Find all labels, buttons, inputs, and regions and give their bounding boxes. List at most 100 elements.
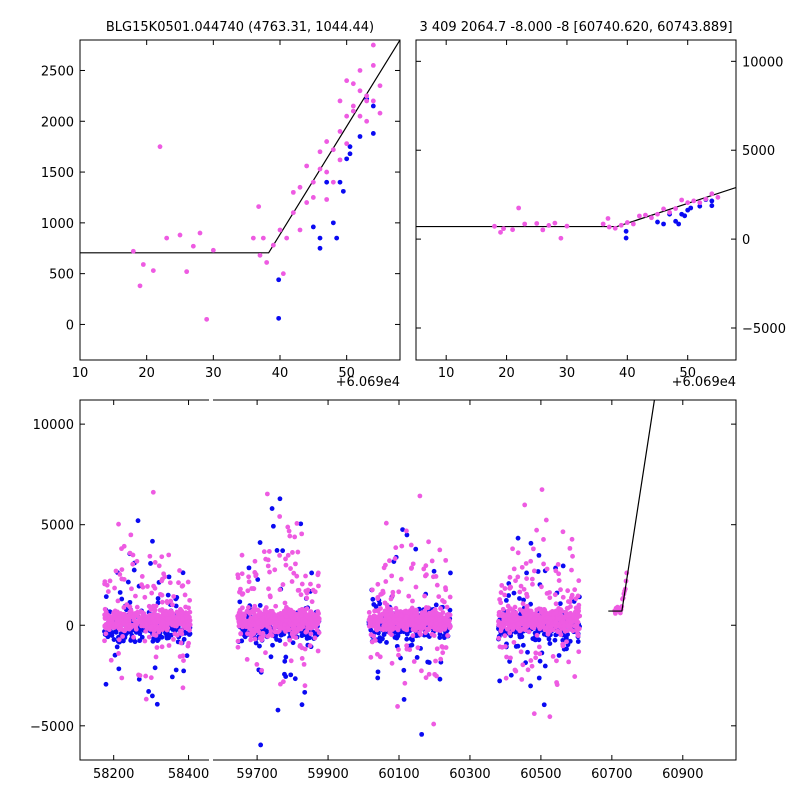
data-point-pink bbox=[210, 247, 216, 253]
data-point-pink bbox=[576, 578, 582, 584]
data-point-pink bbox=[543, 517, 549, 523]
y-tick-label: 5000 bbox=[742, 144, 775, 159]
data-point-pink bbox=[384, 602, 390, 608]
data-point-pink bbox=[515, 550, 521, 556]
x-tick-label: 50 bbox=[679, 366, 696, 381]
data-point-pink bbox=[307, 616, 313, 622]
data-point-blue bbox=[370, 131, 376, 136]
data-point-pink bbox=[572, 587, 578, 593]
data-point-pink bbox=[299, 531, 305, 537]
data-point-pink bbox=[697, 200, 703, 206]
data-point-blue bbox=[400, 527, 405, 532]
data-point-pink bbox=[304, 163, 310, 169]
data-point-pink bbox=[235, 572, 241, 578]
data-point-pink bbox=[308, 581, 313, 587]
data-point-blue bbox=[246, 565, 252, 571]
data-point-pink bbox=[518, 583, 524, 589]
data-point-pink bbox=[240, 591, 246, 597]
data-point-pink bbox=[392, 556, 398, 561]
data-point-blue bbox=[166, 574, 172, 580]
data-point-blue bbox=[274, 548, 280, 553]
data-point-pink bbox=[573, 596, 579, 602]
data-point-pink bbox=[307, 643, 313, 649]
data-point-pink bbox=[121, 613, 127, 619]
data-point-pink bbox=[558, 607, 564, 613]
data-point-pink bbox=[285, 552, 291, 558]
data-point-pink bbox=[330, 147, 336, 153]
bottom-panel: 58200 58400 59700 59900 60100 60300 60500 60700… bbox=[30, 396, 737, 782]
data-point-pink bbox=[133, 593, 138, 599]
data-point-blue bbox=[524, 570, 529, 576]
data-point-pink bbox=[265, 557, 271, 563]
data-point-pink bbox=[116, 651, 121, 656]
data-point-pink bbox=[180, 685, 186, 691]
data-point-pink bbox=[357, 68, 363, 73]
data-point-pink bbox=[511, 566, 517, 572]
data-point-blue bbox=[181, 636, 187, 642]
data-point-pink bbox=[127, 624, 133, 629]
data-point-pink bbox=[636, 213, 642, 219]
data-point-pink bbox=[266, 619, 272, 625]
data-point-blue bbox=[150, 538, 155, 544]
data-point-pink bbox=[423, 617, 429, 623]
data-point-pink bbox=[382, 617, 388, 623]
data-point-pink bbox=[157, 144, 163, 150]
data-point-blue bbox=[380, 636, 385, 642]
data-point-pink bbox=[505, 603, 511, 609]
data-point-pink bbox=[411, 659, 417, 664]
data-point-pink bbox=[190, 243, 196, 249]
data-point-pink bbox=[544, 590, 550, 596]
data-point-blue bbox=[276, 277, 282, 283]
data-point-pink bbox=[344, 141, 350, 147]
data-point-blue bbox=[257, 643, 262, 649]
data-point-pink bbox=[164, 235, 170, 241]
data-point-pink bbox=[165, 600, 170, 606]
data-point-pink bbox=[537, 651, 543, 657]
data-point-pink bbox=[310, 195, 316, 200]
data-point-pink bbox=[504, 654, 509, 660]
x-tick-label: 40 bbox=[272, 366, 289, 381]
data-point-pink bbox=[511, 612, 517, 618]
x-tick-label: 20 bbox=[498, 366, 515, 381]
data-point-pink bbox=[167, 580, 173, 586]
x-tick-label: 30 bbox=[559, 366, 576, 381]
data-point-pink bbox=[366, 610, 372, 615]
data-point-pink bbox=[433, 658, 438, 664]
data-point-pink bbox=[277, 227, 283, 233]
data-point-pink bbox=[114, 622, 120, 628]
data-point-pink bbox=[378, 592, 384, 597]
data-point-pink bbox=[313, 622, 319, 628]
data-point-pink bbox=[106, 627, 112, 633]
data-point-pink bbox=[600, 221, 606, 227]
data-point-pink bbox=[498, 590, 504, 595]
data-point-pink bbox=[115, 598, 121, 604]
data-point-blue bbox=[375, 675, 381, 681]
data-point-pink bbox=[524, 576, 530, 582]
y-tick-label: 10000 bbox=[33, 418, 74, 433]
data-point-pink bbox=[529, 576, 535, 582]
data-point-blue bbox=[401, 667, 407, 673]
data-point-pink bbox=[560, 594, 566, 600]
data-point-pink bbox=[520, 601, 526, 607]
data-point-pink bbox=[180, 653, 186, 659]
data-point-pink bbox=[377, 110, 383, 116]
y-tick-label: 1000 bbox=[41, 217, 74, 232]
data-point-pink bbox=[556, 571, 562, 577]
data-point-pink bbox=[567, 545, 573, 551]
data-point-pink bbox=[324, 169, 330, 175]
data-point-pink bbox=[382, 622, 388, 627]
data-point-pink bbox=[249, 623, 255, 628]
data-point-pink bbox=[438, 656, 444, 662]
data-point-pink bbox=[283, 562, 289, 568]
data-point-pink bbox=[558, 235, 564, 241]
data-point-pink bbox=[187, 618, 193, 623]
data-point-blue bbox=[515, 535, 521, 541]
data-point-pink bbox=[132, 618, 138, 624]
data-point-pink bbox=[374, 651, 380, 657]
data-point-pink bbox=[260, 634, 266, 639]
data-point-blue bbox=[623, 235, 629, 241]
data-point-pink bbox=[398, 613, 404, 619]
data-point-blue bbox=[125, 579, 131, 585]
